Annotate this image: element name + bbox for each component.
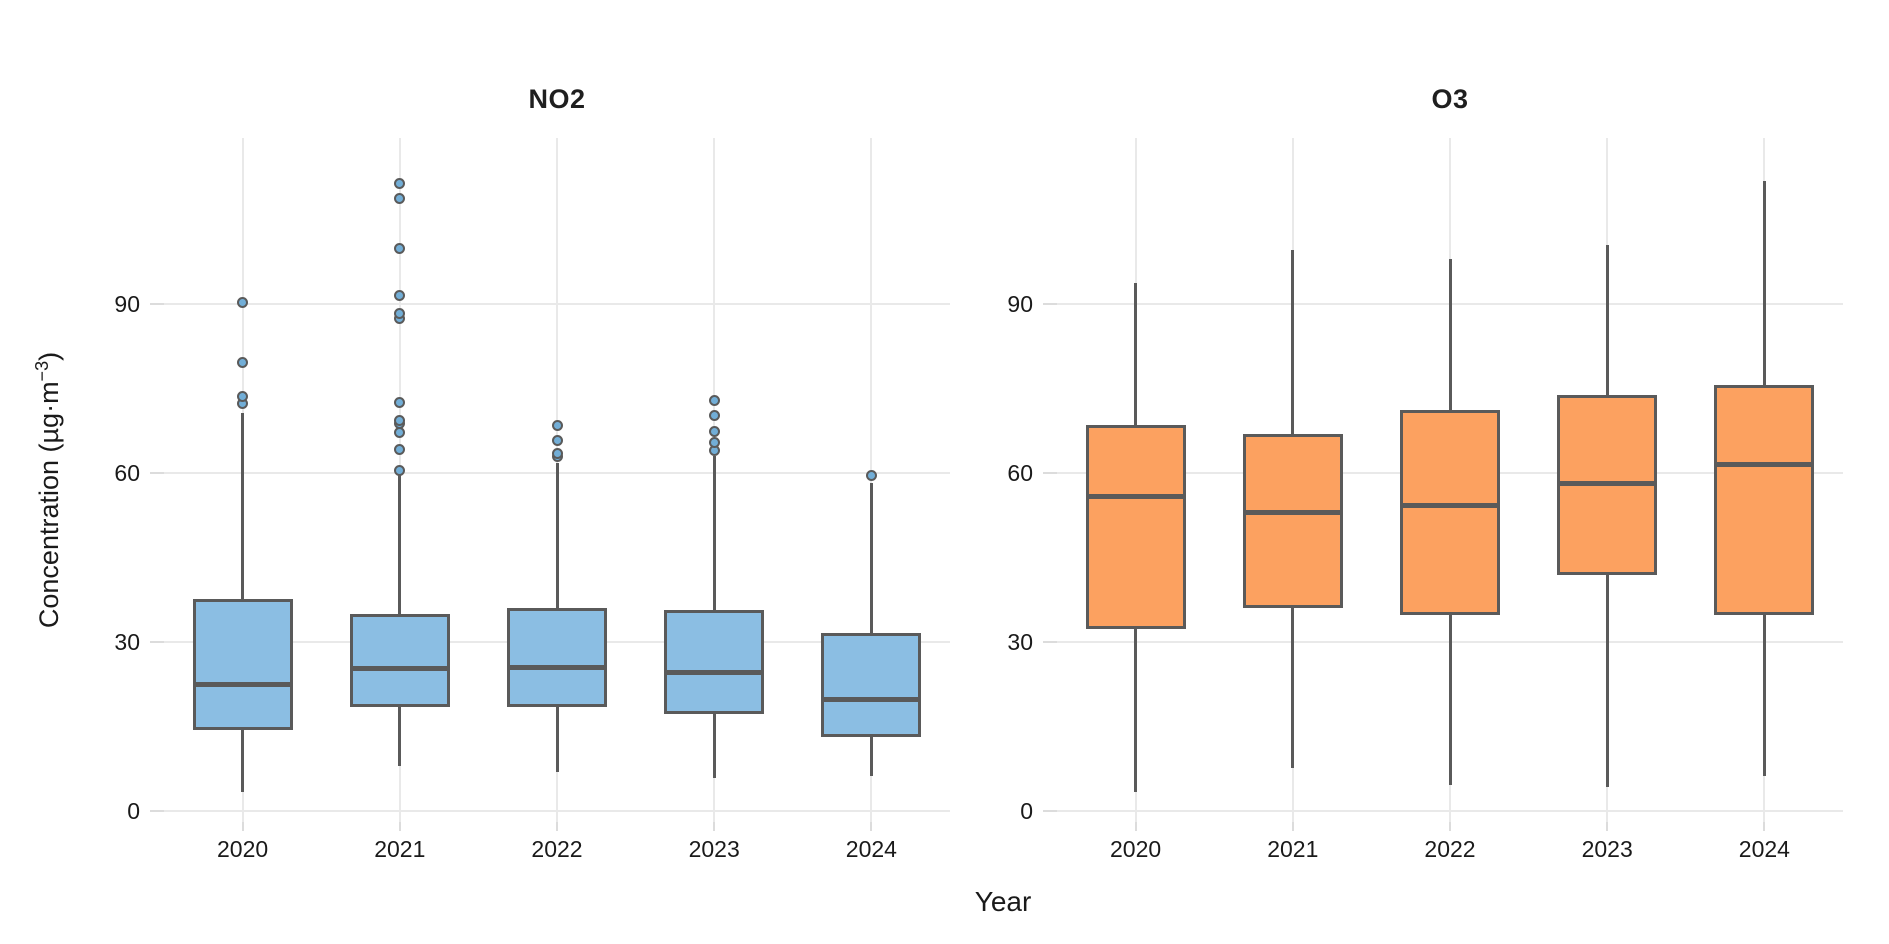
y-axis-tick	[150, 809, 164, 812]
x-axis-tick	[713, 822, 716, 831]
y-tick-label: 60	[114, 459, 140, 486]
x-axis-tick	[1606, 822, 1609, 831]
x-tick-label: 2023	[688, 836, 740, 862]
x-axis-tick	[241, 822, 244, 831]
box-o3-2022	[1400, 409, 1500, 616]
y-tick-label: 0	[127, 797, 140, 824]
y-axis-title-exponent: −3	[32, 360, 52, 382]
x-axis-tick	[398, 822, 401, 831]
box-o3-2024	[1714, 385, 1815, 616]
outlier-point-no2-2022	[551, 420, 563, 432]
x-axis-tick	[1291, 822, 1294, 831]
outlier-point-no2-2020	[237, 390, 249, 402]
y-axis-title: Concentration (µg·m−3)	[26, 270, 64, 710]
gridline-horizontal	[164, 809, 950, 812]
y-tick-label: 0	[1020, 797, 1033, 824]
median-line-o3-2020	[1088, 493, 1183, 499]
y-tick-label: 90	[1007, 291, 1033, 318]
median-line-o3-2022	[1403, 502, 1497, 508]
outlier-point-no2-2020	[237, 296, 249, 308]
x-tick-label: 2024	[1738, 836, 1790, 862]
y-tick-label: 30	[114, 628, 140, 655]
median-line-no2-2020	[195, 682, 290, 688]
x-axis-title: Year	[974, 886, 1032, 917]
x-tick-label: 2022	[1424, 836, 1476, 862]
y-axis-title-main: Concentration (µg·m	[34, 381, 64, 629]
box-o3-2021	[1242, 433, 1343, 608]
y-axis-tick	[150, 640, 164, 643]
median-line-no2-2021	[352, 666, 447, 672]
y-tick-label: 90	[114, 291, 140, 318]
panel-title-no2: NO2	[528, 84, 586, 114]
y-axis-tick	[150, 303, 164, 306]
outlier-point-no2-2023	[708, 437, 720, 449]
outlier-point-no2-2023	[708, 426, 720, 438]
gridline-horizontal	[1057, 809, 1843, 812]
x-tick-label: 2020	[217, 836, 269, 862]
y-tick-label: 30	[1007, 628, 1033, 655]
median-line-no2-2024	[824, 696, 919, 702]
outlier-point-no2-2021	[394, 427, 406, 439]
median-line-o3-2023	[1560, 481, 1655, 487]
x-tick-label: 2024	[845, 836, 897, 862]
box-whisker-no2-2024	[869, 482, 873, 777]
outlier-point-no2-2021	[394, 414, 406, 426]
median-line-o3-2021	[1245, 510, 1340, 516]
outlier-point-no2-2021	[394, 289, 406, 301]
median-line-no2-2023	[667, 670, 762, 676]
outlier-point-no2-2021	[394, 444, 406, 456]
outlier-point-no2-2022	[551, 434, 563, 446]
median-line-no2-2022	[510, 665, 604, 671]
x-axis-tick	[556, 822, 558, 831]
outlier-point-no2-2023	[708, 410, 720, 422]
box-no2-2022	[507, 608, 607, 708]
outlier-point-no2-2022	[551, 447, 563, 459]
y-axis-tick	[1043, 471, 1057, 474]
x-axis-tick	[1449, 822, 1451, 831]
x-axis-tick	[1134, 822, 1137, 831]
y-axis-title-close: )	[34, 351, 64, 361]
box-no2-2020	[192, 599, 293, 730]
outlier-point-no2-2021	[394, 397, 406, 409]
panel-title-o3: O3	[1431, 84, 1469, 114]
x-tick-label: 2021	[374, 836, 426, 862]
y-axis-tick	[1043, 303, 1057, 306]
outlier-point-no2-2021	[394, 178, 406, 190]
outlier-point-no2-2024	[865, 469, 877, 481]
x-axis-tick	[1763, 822, 1766, 831]
x-tick-label: 2023	[1581, 836, 1633, 862]
outlier-point-no2-2021	[394, 465, 406, 477]
x-axis-tick	[870, 822, 873, 831]
outlier-point-no2-2023	[708, 394, 720, 406]
x-tick-label: 2020	[1110, 836, 1162, 862]
y-tick-label: 60	[1007, 459, 1033, 486]
y-axis-tick	[150, 471, 164, 474]
x-tick-label: 2022	[531, 836, 583, 862]
gridline-horizontal	[164, 303, 950, 306]
y-axis-tick	[1043, 809, 1057, 812]
outlier-point-no2-2020	[237, 357, 249, 369]
outlier-point-no2-2021	[394, 308, 406, 320]
x-tick-label: 2021	[1267, 836, 1319, 862]
box-no2-2023	[664, 609, 765, 715]
median-line-o3-2024	[1717, 462, 1812, 468]
box-no2-2024	[821, 633, 922, 737]
y-axis-tick	[1043, 640, 1057, 643]
box-o3-2020	[1085, 424, 1186, 629]
outlier-point-no2-2021	[394, 243, 406, 255]
outlier-point-no2-2021	[394, 193, 406, 205]
box-no2-2021	[349, 613, 450, 708]
